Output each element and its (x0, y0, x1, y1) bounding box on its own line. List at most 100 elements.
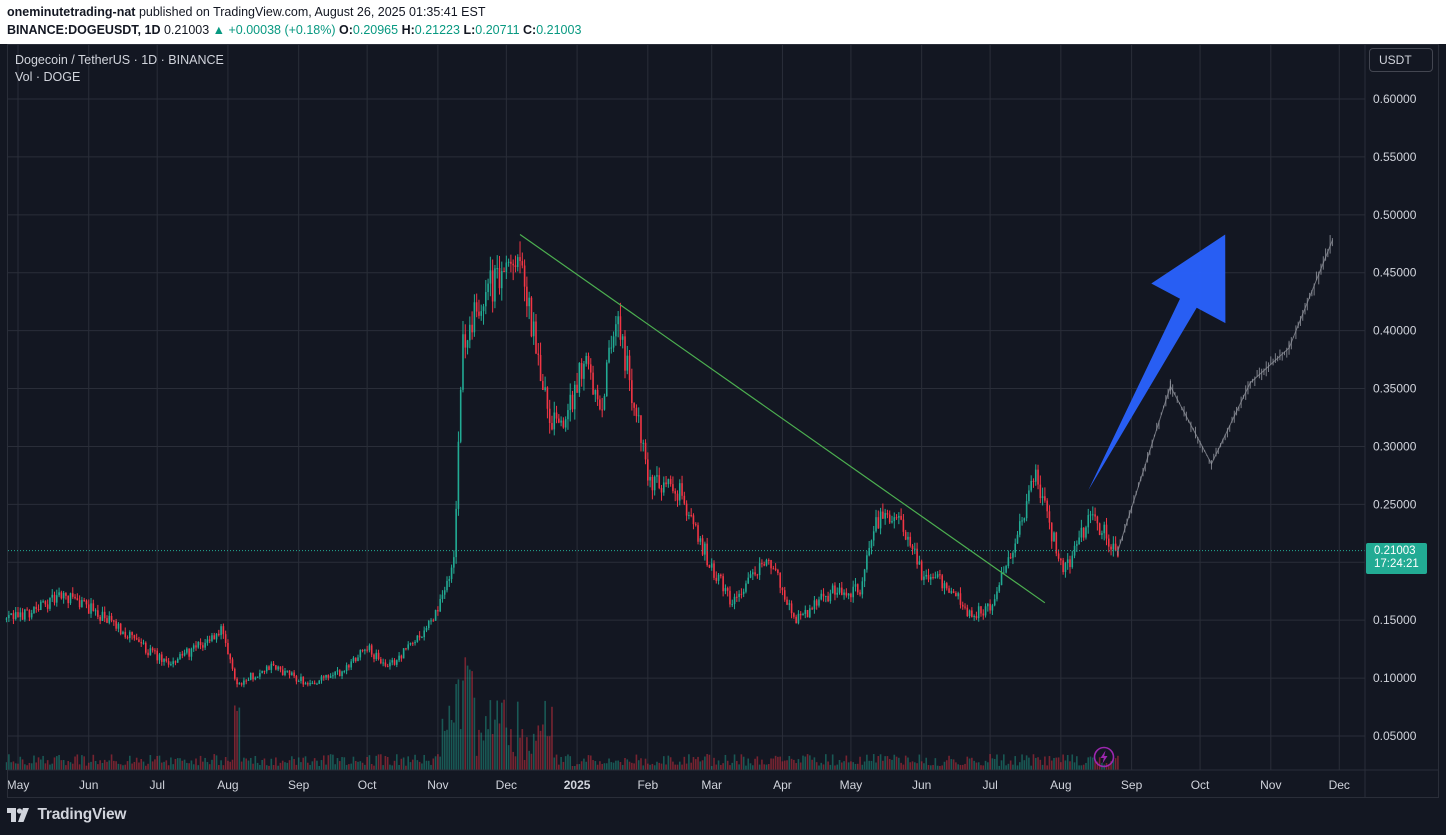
candle-body (653, 476, 656, 491)
volume-bar (742, 756, 745, 770)
candle-body (293, 672, 295, 677)
tradingview-logo-icon (7, 808, 29, 822)
volume-bar (681, 764, 683, 770)
volume-bar (163, 761, 165, 770)
volume-bar (834, 765, 836, 770)
candle-body (576, 384, 578, 393)
candle-body (414, 641, 416, 644)
volume-bar (971, 757, 973, 770)
candle-body (494, 268, 496, 302)
x-tick-label: Jun (912, 778, 931, 792)
volume-bar (558, 764, 560, 770)
volume-bar (685, 763, 688, 770)
candle-body (840, 587, 843, 595)
volume-bar (644, 758, 647, 770)
price-change: ▲ +0.00038 (+0.18%) (212, 23, 336, 37)
candle-body (601, 409, 603, 411)
volume-bar (576, 764, 578, 770)
volume-bar (567, 754, 569, 770)
candle-body (884, 513, 886, 519)
candle-body (487, 283, 489, 293)
volume-bar (183, 759, 186, 770)
last-price: 0.21003 (163, 23, 210, 37)
publisher-name[interactable]: oneminutetrading-nat (7, 5, 136, 19)
currency-button[interactable]: USDT (1369, 48, 1433, 72)
candle-body (813, 600, 816, 610)
volume-bar (313, 758, 316, 770)
candle-body (119, 623, 122, 635)
candle-body (1005, 566, 1007, 573)
volume-bar (149, 755, 152, 770)
tradingview-logo[interactable]: TradingView (7, 806, 126, 828)
volume-bar (975, 762, 978, 770)
volume-bar (1030, 765, 1032, 770)
candle-body (868, 547, 870, 556)
candle-body (904, 531, 907, 540)
candle-body (617, 316, 619, 325)
candle-body (651, 476, 654, 491)
volume-bar (596, 764, 599, 770)
candle-body (24, 609, 26, 620)
volume-bar (1110, 761, 1112, 770)
legend-volume[interactable]: Vol · DOGE (15, 70, 81, 84)
candle-body (592, 372, 594, 395)
volume-bar (916, 763, 918, 770)
candle-body (662, 482, 665, 493)
candle-body (122, 631, 124, 635)
flash-icon[interactable] (1093, 746, 1115, 773)
candle-body (1021, 520, 1023, 522)
volume-bar (293, 759, 295, 770)
candle-body (633, 403, 635, 408)
volume-bar (74, 756, 76, 770)
candle-body (188, 648, 190, 657)
volume-bar (1096, 761, 1099, 770)
candle-body (407, 644, 410, 649)
candle-body (542, 381, 544, 390)
candle-body (847, 593, 850, 596)
candle-body (745, 583, 747, 592)
volume-bar (989, 754, 991, 770)
candle-body (955, 592, 957, 597)
x-tick-label: 2025 (564, 778, 591, 792)
candle-body (8, 615, 10, 619)
volume-bar (393, 760, 396, 770)
volume-bar (396, 754, 398, 770)
volume-bar (275, 757, 277, 770)
volume-bar (311, 761, 314, 770)
candle-body (12, 613, 15, 619)
volume-bar (831, 754, 834, 770)
volume-bar (1094, 759, 1096, 770)
volume-bar (62, 760, 65, 770)
candle-body (272, 663, 275, 666)
candle-body (911, 545, 914, 550)
volume-bar (996, 754, 998, 770)
volume-bar (350, 763, 352, 770)
volume-bar (544, 700, 546, 770)
candle-body (172, 661, 174, 665)
high-value: 0.21223 (414, 23, 460, 37)
volume-bar (49, 764, 51, 770)
candle-body (53, 594, 56, 603)
x-tick-label: Dec (1329, 778, 1350, 792)
candle-body (76, 598, 79, 601)
candle-body (1053, 532, 1055, 542)
volume-bar (854, 763, 857, 770)
candle-body (439, 598, 441, 612)
candle-body (491, 270, 494, 302)
legend-title[interactable]: Dogecoin / TetherUS · 1D · BINANCE (15, 53, 224, 67)
candle-body (708, 565, 711, 568)
candle-body (761, 563, 763, 565)
volume-bar (211, 759, 213, 770)
candle-body (532, 321, 535, 337)
volume-bar (332, 754, 334, 770)
volume-bar (92, 754, 95, 770)
y-tick-label: 0.05000 (1373, 729, 1417, 743)
volume-bar (117, 763, 120, 770)
volume-bar (1089, 756, 1092, 770)
volume-bar (676, 764, 679, 770)
volume-bar (480, 732, 483, 770)
volume-bar (192, 764, 195, 770)
candle-body (929, 577, 932, 580)
candle-body (845, 592, 848, 596)
